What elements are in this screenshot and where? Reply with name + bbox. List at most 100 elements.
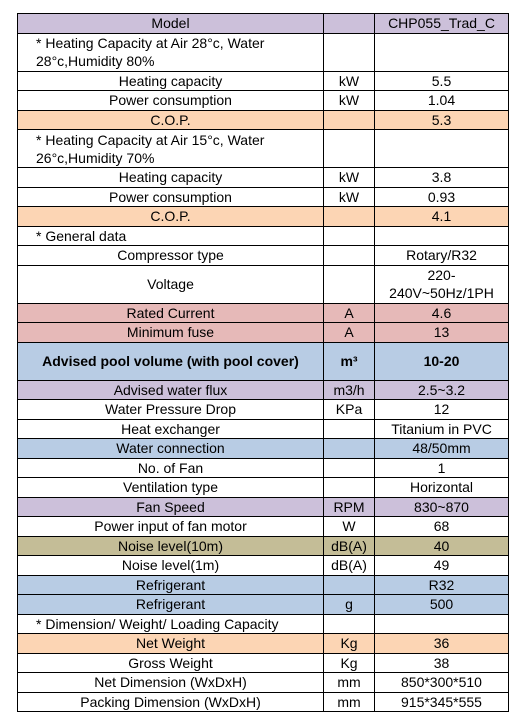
unit-cell: [323, 574, 375, 595]
value-cell: 1: [374, 457, 509, 478]
parameter-label: Water Pressure Drop: [17, 399, 324, 420]
value-cell: 12: [374, 399, 509, 420]
parameter-label: Model: [17, 13, 324, 34]
table-row: Power consumption kW 0.93: [17, 186, 509, 207]
section-note: * Heating Capacity at Air 28°c, Water 28…: [17, 32, 324, 72]
section-note: * Heating Capacity at Air 15°c, Water 26…: [17, 129, 324, 168]
value-cell: Horizontal: [374, 477, 509, 498]
value-cell: 915*345*555: [374, 691, 509, 712]
unit-cell: KPa: [323, 399, 375, 420]
table-row: Rated Current A 4.6: [17, 302, 509, 323]
parameter-label: Compressor type: [17, 245, 324, 266]
value-cell: [374, 225, 509, 246]
section-note: * General data: [17, 225, 324, 246]
value-cell: 830~870: [374, 496, 509, 517]
unit-cell: [323, 32, 375, 72]
table-row: Advised water flux m3/h 2.5~3.2: [17, 379, 509, 400]
unit-cell: [323, 438, 375, 459]
section-note: * Dimension/ Weight/ Loading Capacity: [17, 613, 324, 634]
unit-cell: Kg: [323, 652, 375, 673]
unit-cell: kW: [323, 186, 375, 207]
value-cell: 38: [374, 652, 509, 673]
parameter-label: Water connection: [17, 438, 324, 459]
table-row: No. of Fan 1: [17, 457, 509, 478]
table-row: Heating capacity kW 5.5: [17, 70, 509, 91]
value-cell: 3.8: [374, 167, 509, 188]
unit-cell: [323, 13, 375, 34]
table-row: Ventilation type Horizontal: [17, 477, 509, 498]
table-row: Noise level(1m) dB(A) 49: [17, 555, 509, 576]
unit-cell: m³: [323, 341, 375, 381]
table-row: Model CHP055_Trad_C: [17, 13, 509, 34]
parameter-label: C.O.P.: [17, 109, 324, 130]
table-row: Refrigerant g 500: [17, 594, 509, 615]
parameter-label: Net Weight: [17, 633, 324, 654]
table-row: Water Pressure Drop KPa 12: [17, 399, 509, 420]
unit-cell: dB(A): [323, 535, 375, 556]
unit-cell: kW: [323, 70, 375, 91]
table-row: Net Weight Kg 36: [17, 633, 509, 654]
parameter-label: Noise level(10m): [17, 535, 324, 556]
unit-cell: dB(A): [323, 555, 375, 576]
parameter-label: Heat exchanger: [17, 418, 324, 439]
unit-cell: Kg: [323, 633, 375, 654]
table-row: Gross Weight Kg 38: [17, 652, 509, 673]
value-cell: 0.93: [374, 186, 509, 207]
parameter-label: Power consumption: [17, 186, 324, 207]
unit-cell: [323, 129, 375, 168]
parameter-label: Noise level(1m): [17, 555, 324, 576]
value-cell: 13: [374, 322, 509, 343]
parameter-label: Advised water flux: [17, 379, 324, 400]
parameter-label: Heating capacity: [17, 70, 324, 91]
unit-cell: [323, 457, 375, 478]
table-row: Net Dimension (WxDxH) mm 850*300*510: [17, 672, 509, 693]
unit-cell: g: [323, 594, 375, 615]
parameter-label: Packing Dimension (WxDxH): [17, 691, 324, 712]
table-row: C.O.P. 5.3: [17, 109, 509, 130]
unit-cell: A: [323, 302, 375, 323]
value-cell: [374, 613, 509, 634]
parameter-label: Voltage: [17, 264, 324, 304]
parameter-label: Power input of fan motor: [17, 516, 324, 537]
table-row: Heating capacity kW 3.8: [17, 167, 509, 188]
unit-cell: [323, 206, 375, 227]
table-row: Compressor type Rotary/R32: [17, 245, 509, 266]
unit-cell: [323, 477, 375, 498]
value-cell: 49: [374, 555, 509, 576]
table-row: Noise level(10m) dB(A) 40: [17, 535, 509, 556]
table-row: C.O.P. 4.1: [17, 206, 509, 227]
table-row: Water connection 48/50mm: [17, 438, 509, 459]
parameter-label: Net Dimension (WxDxH): [17, 672, 324, 693]
parameter-label: Minimum fuse: [17, 322, 324, 343]
value-cell: 220-240V~50Hz/1PH: [374, 264, 509, 304]
value-cell: 36: [374, 633, 509, 654]
spec-table: Model CHP055_Trad_C * Heating Capacity at …: [17, 13, 509, 712]
table-row: Voltage 220-240V~50Hz/1PH: [17, 264, 509, 304]
unit-cell: W: [323, 516, 375, 537]
table-row: Power input of fan motor W 68: [17, 516, 509, 537]
value-cell: 5.3: [374, 109, 509, 130]
value-cell: 4.6: [374, 302, 509, 323]
value-cell: Titanium in PVC: [374, 418, 509, 439]
unit-cell: m3/h: [323, 379, 375, 400]
parameter-label: Ventilation type: [17, 477, 324, 498]
unit-cell: [323, 264, 375, 304]
spec-sheet: Model CHP055_Trad_C * Heating Capacity at …: [17, 13, 509, 712]
parameter-label: Refrigerant: [17, 574, 324, 595]
parameter-label: Rated Current: [17, 302, 324, 323]
table-row: Fan Speed RPM 830~870: [17, 496, 509, 517]
table-row: * Heating Capacity at Air 28°c, Water 28…: [17, 32, 509, 72]
table-row: Advised pool volume (with pool cover) m³ 1…: [17, 341, 509, 381]
unit-cell: mm: [323, 691, 375, 712]
unit-cell: [323, 613, 375, 634]
unit-cell: [323, 225, 375, 246]
value-cell: CHP055_Trad_C: [374, 13, 509, 34]
value-cell: 500: [374, 594, 509, 615]
value-cell: [374, 129, 509, 168]
unit-cell: mm: [323, 672, 375, 693]
parameter-label: Refrigerant: [17, 594, 324, 615]
parameter-label: C.O.P.: [17, 206, 324, 227]
value-cell: 5.5: [374, 70, 509, 91]
table-row: Minimum fuse A 13: [17, 322, 509, 343]
table-row: Refrigerant R32: [17, 574, 509, 595]
